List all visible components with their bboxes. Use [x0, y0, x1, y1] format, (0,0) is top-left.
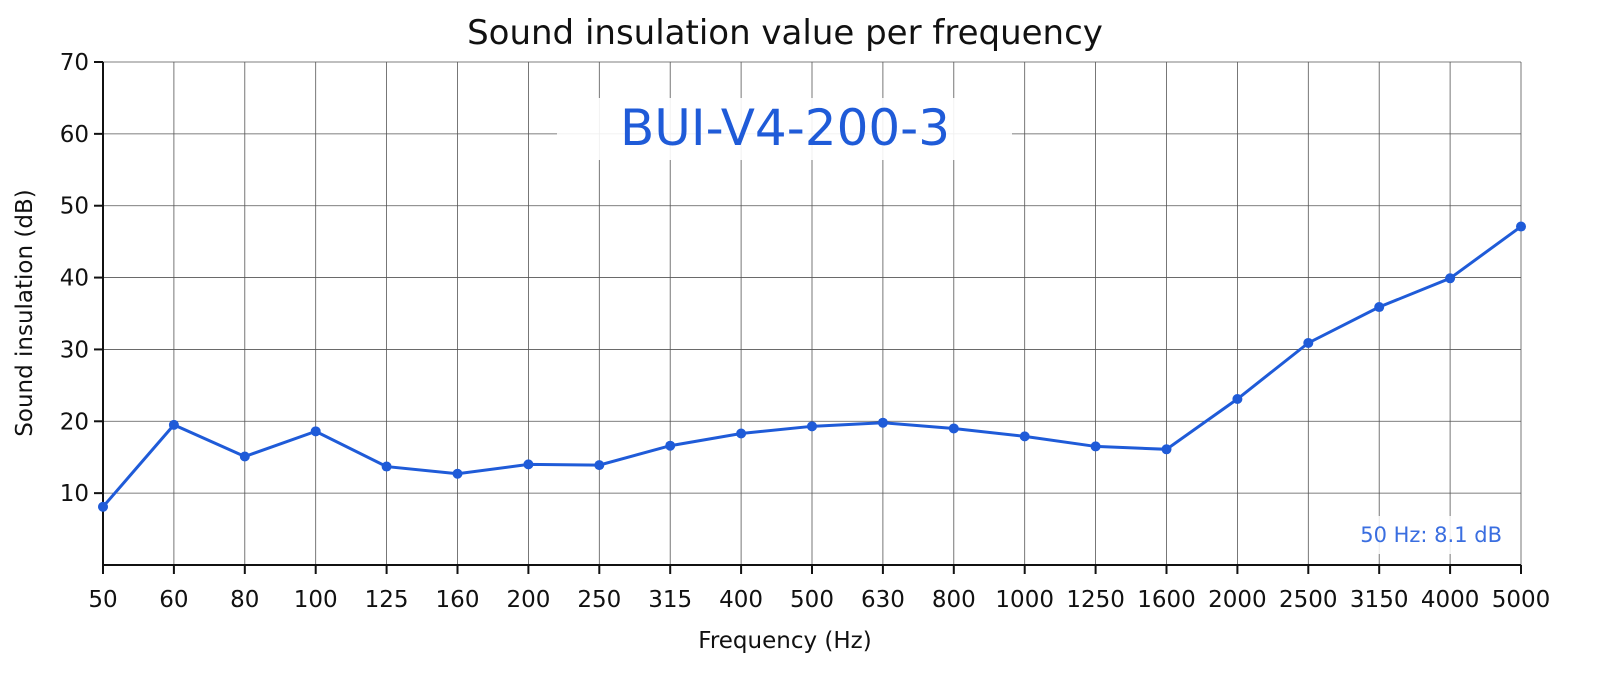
y-tick-label: 50 — [60, 194, 89, 220]
data-point — [736, 428, 747, 439]
x-tick-label: 1600 — [1137, 587, 1196, 613]
x-tick-label: 160 — [436, 587, 480, 613]
x-tick-label: 2000 — [1208, 587, 1267, 613]
y-tick-label: 60 — [60, 122, 89, 148]
x-tick-label: 200 — [506, 587, 550, 613]
data-point — [1019, 431, 1030, 442]
x-tick-label: 125 — [365, 587, 409, 613]
data-point — [948, 423, 959, 434]
data-point — [807, 421, 817, 432]
data-point — [310, 426, 321, 437]
data-point — [594, 460, 605, 471]
chart-title: Sound insulation value per frequency — [467, 13, 1103, 53]
y-tick-label: 30 — [60, 337, 89, 363]
data-point — [239, 451, 250, 462]
data-point — [1303, 337, 1314, 348]
x-axis-label: Frequency (Hz) — [698, 628, 871, 654]
data-point — [1161, 444, 1172, 455]
y-tick-label: 40 — [60, 266, 89, 292]
data-point — [665, 440, 676, 451]
x-tick-label: 4000 — [1421, 587, 1480, 613]
x-tick-label: 400 — [719, 587, 763, 613]
x-tick-label: 250 — [577, 587, 621, 613]
data-point — [1090, 441, 1101, 452]
data-point — [168, 419, 179, 430]
series-label: BUI-V4-200-3 — [620, 99, 950, 157]
data-point — [1516, 221, 1526, 232]
y-axis-label: Sound insulation (dB) — [12, 189, 38, 436]
data-point — [381, 461, 392, 472]
x-tick-label: 100 — [294, 587, 338, 613]
y-tick-label: 70 — [60, 50, 89, 76]
x-tick-label: 500 — [790, 587, 834, 613]
x-tick-label: 2500 — [1279, 587, 1338, 613]
tooltip: 50 Hz: 8.1 dB — [1360, 523, 1502, 547]
y-tick-label: 20 — [60, 409, 89, 435]
data-point — [1374, 302, 1385, 313]
x-tick-label: 80 — [230, 587, 259, 613]
x-tick-label: 3150 — [1350, 587, 1409, 613]
data-point — [523, 459, 534, 470]
x-tick-label: 630 — [861, 587, 905, 613]
data-point — [1445, 273, 1456, 284]
data-point — [452, 468, 463, 479]
x-tick-label: 1250 — [1066, 587, 1125, 613]
x-tick-label: 5000 — [1492, 587, 1551, 613]
data-point — [877, 417, 888, 428]
data-point — [98, 501, 108, 512]
y-tick-label: 10 — [60, 481, 89, 507]
x-tick-label: 800 — [932, 587, 976, 613]
tooltip-background — [1340, 516, 1510, 554]
x-tick-label: 50 — [88, 587, 117, 613]
x-tick-label: 315 — [648, 587, 692, 613]
series-label-background — [557, 98, 1012, 160]
x-tick-label: 60 — [159, 587, 188, 613]
x-tick-label: 1000 — [995, 587, 1054, 613]
data-point — [1232, 394, 1243, 405]
